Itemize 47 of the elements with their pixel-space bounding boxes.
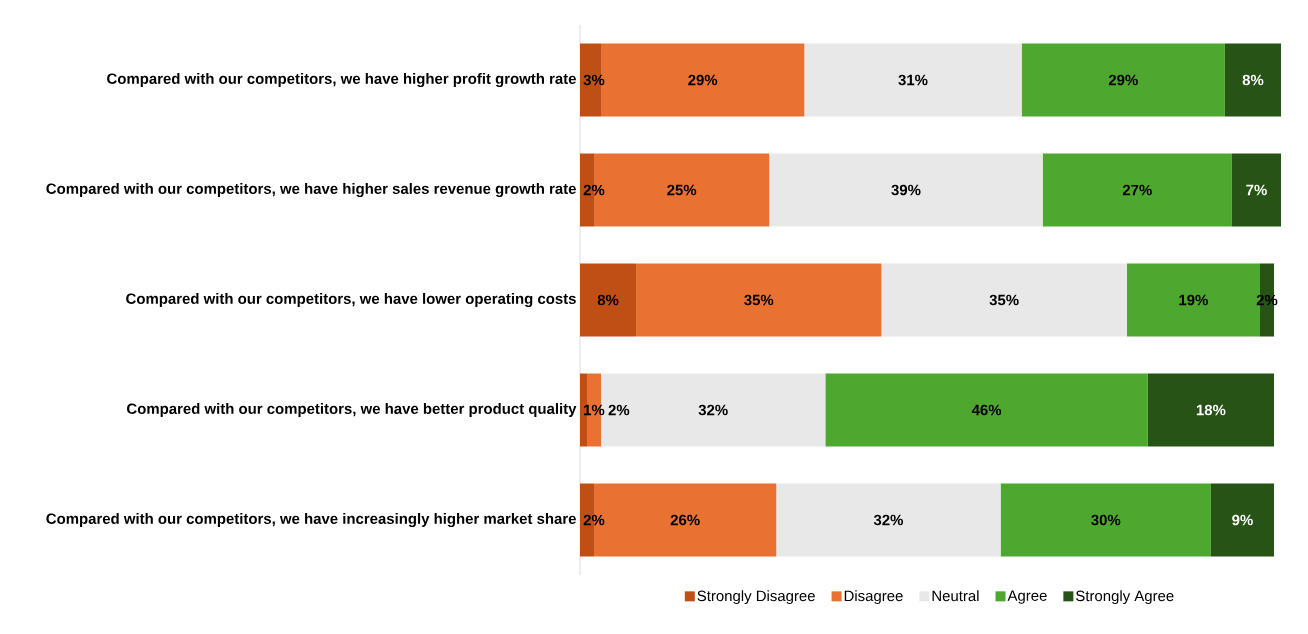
data-label: 32%: [698, 404, 728, 416]
data-label: 30%: [1091, 514, 1121, 526]
data-label: 8%: [1242, 74, 1264, 86]
bar: [1224, 43, 1282, 117]
bar: [1210, 483, 1274, 557]
data-label: 8%: [597, 294, 619, 306]
bar: [776, 483, 1001, 557]
y-tick-label: Compared with our competitors, we have higher sales revenue growth rate: [46, 183, 576, 198]
data-label: 26%: [670, 514, 700, 526]
bar: [1042, 153, 1232, 227]
bar: [636, 263, 882, 337]
bar: [881, 263, 1127, 337]
legend-label: Strongly Agree: [1076, 590, 1174, 605]
legend-label: Disagree: [844, 590, 903, 605]
bar: [1000, 483, 1211, 557]
bar: [580, 263, 637, 337]
data-label: 35%: [989, 294, 1019, 306]
data-label: 18%: [1196, 404, 1226, 416]
data-label: 7%: [1246, 184, 1267, 196]
bar: [804, 43, 1022, 117]
data-label: 9%: [1232, 514, 1253, 526]
bar: [1147, 373, 1274, 447]
data-label: 2%: [583, 184, 605, 196]
data-label: 35%: [744, 294, 774, 306]
data-label: 46%: [971, 404, 1002, 416]
bar: [1021, 43, 1225, 117]
y-tick-label: Compared with our competitors, we have increasingly higher market share: [46, 513, 576, 528]
bar: [1231, 153, 1282, 227]
data-label: 3%: [583, 74, 605, 86]
y-tick-label: Compared with our competitors, we have lower operating costs: [126, 293, 576, 308]
bar: [825, 373, 1148, 447]
legend-label: Strongly Disagree: [697, 590, 815, 605]
bar: [769, 153, 1043, 227]
data-label: 29%: [688, 74, 718, 86]
data-label: 29%: [1108, 74, 1138, 86]
legend-label: Agree: [1007, 590, 1047, 604]
y-tick-label: Compared with our competitors, we have higher profit growth rate: [107, 73, 576, 88]
legend-label: Neutral: [932, 590, 979, 602]
data-label: 39%: [891, 184, 921, 196]
data-label: 31%: [898, 74, 928, 86]
data-label: 32%: [873, 514, 903, 526]
data-label: 27%: [1122, 184, 1152, 196]
data-label: 2%: [608, 404, 630, 416]
data-label: 2%: [583, 514, 605, 526]
data-label: 25%: [667, 184, 697, 196]
y-tick-label: Compared with our competitors, we have better product quality: [127, 403, 577, 417]
data-label: 19%: [1179, 294, 1208, 306]
